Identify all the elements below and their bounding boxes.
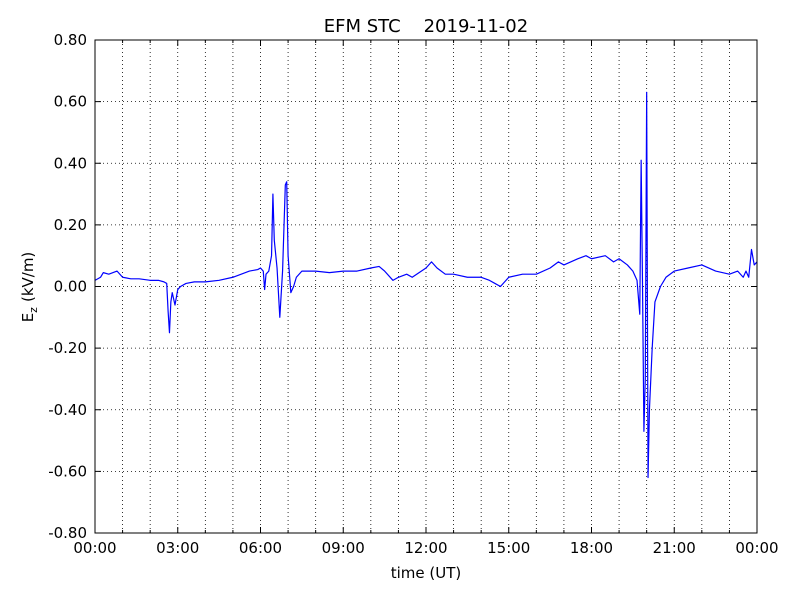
x-tick-label: 18:00 (570, 539, 613, 557)
y-tick-label: -0.20 (48, 339, 87, 357)
y-tick-label: -0.60 (48, 462, 87, 480)
y-label-sub: z (27, 307, 40, 313)
x-tick-label: 03:00 (156, 539, 199, 557)
x-tick-label: 15:00 (487, 539, 530, 557)
x-axis-label: time (UT) (391, 564, 462, 582)
data-line (94, 91, 758, 479)
y-label-main: E (19, 313, 37, 322)
x-tick-label: 21:00 (653, 539, 696, 557)
plot-frame (94, 39, 758, 534)
x-tick-label: 06:00 (239, 539, 282, 557)
y-tick-label: 0.00 (54, 278, 87, 296)
chart-title: EFM STC 2019-11-02 (324, 16, 528, 37)
x-tick-label: 09:00 (322, 539, 365, 557)
x-tick-label: 00:00 (73, 539, 116, 557)
x-tick-label: 00:00 (735, 539, 778, 557)
y-tick-label: 0.60 (54, 93, 87, 111)
y-tick-label: -0.80 (48, 524, 87, 542)
y-tick-label: 0.20 (54, 216, 87, 234)
y-tick-label: 0.40 (54, 154, 87, 172)
y-label-unit: (kV/m) (19, 252, 37, 302)
y-tick-label: 0.80 (54, 31, 87, 49)
y-axis-label: Ez (kV/m) (19, 252, 40, 323)
y-tick-label: -0.40 (48, 401, 87, 419)
x-tick-label: 12:00 (404, 539, 447, 557)
